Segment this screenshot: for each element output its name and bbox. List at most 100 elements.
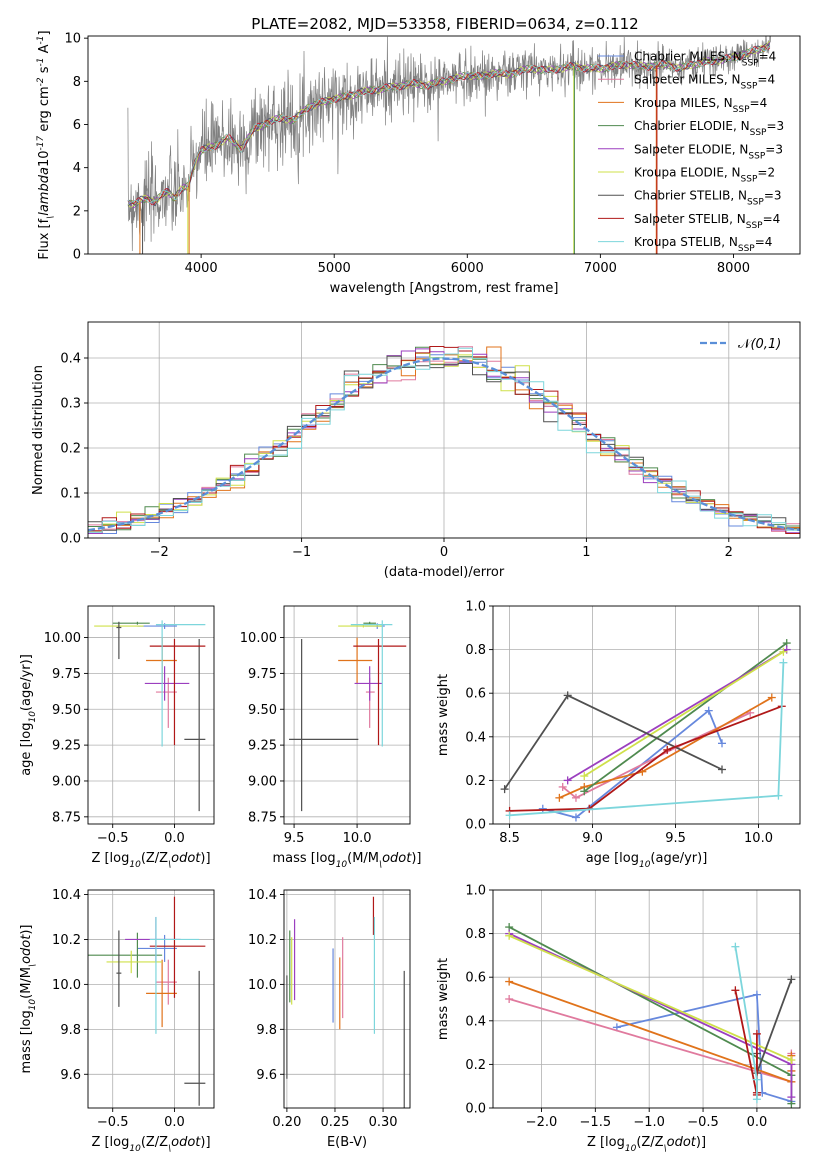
- plot-area-weight_vs_Z: [493, 890, 800, 1108]
- weight-marker: [538, 804, 547, 813]
- legend-entry: Kroupa ELODIE, NSSP=2: [598, 166, 775, 185]
- weight-marker: [731, 986, 740, 995]
- weight-line-salpeter-elodie: [567, 648, 788, 782]
- weight-marker: [774, 791, 783, 800]
- weight-line-salpeter-miles: [562, 711, 751, 799]
- y-tick-label: 0.8: [465, 927, 486, 942]
- legend-label: Chabrier ELODIE, NSSP=3: [634, 119, 784, 138]
- errorbar-point: [365, 677, 375, 728]
- y-axis-label: mass weight: [436, 958, 451, 1040]
- errorbar-point: [146, 637, 177, 684]
- x-tick-label: −2: [150, 545, 169, 560]
- normal-curve: [88, 357, 800, 532]
- axes-frame: [492, 889, 801, 1109]
- weight-marker: [580, 772, 589, 781]
- x-tick-label: 0: [440, 545, 448, 560]
- weight-line-kroupa-elodie: [583, 651, 784, 777]
- x-tick-label: 2: [725, 545, 733, 560]
- x-tick-label: 5000: [318, 261, 351, 276]
- x-tick-label: −2.0: [526, 1115, 558, 1130]
- y-tick-label: 9.50: [248, 703, 277, 718]
- y-tick-label: 10.0: [52, 978, 81, 993]
- panel-residuals: −2 −1 0 1 2 0.0 0.1 0.2 0.3 0.4 (data-model)/error…: [31, 321, 801, 580]
- x-tick-label: 0.0: [164, 1115, 185, 1130]
- legend-entry: Chabrier STELIB, NSSP=3: [598, 189, 782, 208]
- y-tick-label: 0.4: [465, 1014, 486, 1029]
- weight-marker: [500, 785, 509, 794]
- weight-marker: [718, 739, 727, 748]
- axes-frame: [87, 35, 801, 255]
- weight-marker: [787, 1093, 796, 1102]
- errorbar-point: [350, 620, 393, 747]
- y-tick-label: 0.4: [60, 352, 81, 367]
- weight-line-salpeter-stelib: [734, 990, 758, 1096]
- weight-marker: [663, 745, 672, 754]
- legend-label: Chabrier MILES, NSSP=4: [634, 50, 776, 69]
- x-tick-label: −0.5: [97, 1115, 129, 1130]
- errorbar-point: [88, 932, 163, 978]
- weight-line-chabrier-stelib: [756, 979, 793, 1074]
- errorbar-point: [184, 970, 206, 1106]
- y-tick-label: 10: [64, 32, 81, 47]
- x-tick-label: −1.0: [633, 1115, 665, 1130]
- x-axis-label: wavelength [Angstrom, rest frame]: [330, 281, 559, 296]
- weight-marker: [571, 813, 580, 822]
- weight-line-salpeter-elodie: [508, 932, 793, 1098]
- y-tick-label: 10.00: [44, 631, 81, 646]
- errorbar-point: [155, 677, 177, 728]
- legend-entry: Chabrier MILES, NSSP=4: [598, 50, 776, 69]
- errorbar-point: [184, 638, 206, 812]
- weight-marker: [505, 811, 514, 820]
- y-tick-label: 10.2: [248, 933, 277, 948]
- errorbar-point: [149, 916, 200, 1034]
- y-tick-label: 10.4: [52, 888, 81, 903]
- y-tick-label: 6: [73, 118, 81, 133]
- legend-label: Salpeter ELODIE, NSSP=3: [634, 142, 783, 161]
- y-tick-label: 0.6: [465, 971, 486, 986]
- weight-marker: [752, 1029, 761, 1038]
- plot-area-mass_vs_Z: [88, 890, 214, 1108]
- x-tick-label: 8.5: [499, 831, 520, 846]
- errorbar-point: [353, 638, 407, 746]
- plot-area-age_vs_mass: [284, 606, 410, 824]
- weight-marker: [505, 931, 514, 940]
- weight-marker: [555, 793, 564, 802]
- errorbar-point: [354, 666, 383, 701]
- x-tick-label: 6000: [451, 261, 484, 276]
- panel-weight_vs_age: 8.5 9.0 9.5 10.0 0.0 0.2 0.4 0.6 0.8 1.0 age [log1…: [436, 600, 801, 870]
- y-tick-label: 10.2: [52, 933, 81, 948]
- weight-marker: [505, 977, 514, 986]
- legend-label: Kroupa ELODIE, NSSP=2: [634, 166, 775, 185]
- weight-marker: [505, 995, 514, 1003]
- y-tick-label: 9.8: [256, 1023, 277, 1038]
- y-tick-label: 0.3: [60, 397, 81, 412]
- y-tick-label: 10.00: [240, 631, 277, 646]
- x-tick-label: 10.0: [343, 831, 372, 846]
- y-tick-label: 9.6: [60, 1068, 81, 1083]
- weight-marker: [767, 693, 776, 702]
- weight-marker: [718, 765, 727, 774]
- legend-entry: 𝒩(0,1): [700, 337, 781, 352]
- panel-mass_vs_Z: −0.5 0.0 9.6 9.8 10.0 10.2 10.4 Z [log10(Z/Z\od…: [19, 888, 215, 1154]
- legend-label: Kroupa MILES, NSSP=4: [634, 96, 767, 115]
- y-tick-label: 9.6: [256, 1068, 277, 1083]
- spectrum-model-chabrier-stelib: [127, 43, 771, 207]
- weight-marker: [563, 691, 572, 700]
- legend-label: 𝒩(0,1): [738, 337, 781, 352]
- x-tick-label: 8000: [717, 261, 750, 276]
- y-tick-label: 0.0: [465, 1102, 486, 1117]
- errorbar-point: [155, 959, 177, 1005]
- weight-line-chabrier-elodie: [583, 642, 788, 793]
- y-tick-label: 9.50: [52, 703, 81, 718]
- y-tick-label: 8.75: [248, 810, 277, 825]
- weight-marker: [558, 782, 567, 791]
- axes-frame: [283, 605, 411, 825]
- x-tick-label: 10.0: [744, 831, 773, 846]
- errorbar-point: [289, 638, 359, 812]
- x-tick-label: −1.5: [580, 1115, 612, 1130]
- axes-frame: [87, 889, 215, 1109]
- x-tick-label: 0.20: [272, 1115, 301, 1130]
- y-tick-label: 8.75: [52, 810, 81, 825]
- axes-frame: [492, 605, 801, 825]
- y-tick-label: 10.0: [248, 978, 277, 993]
